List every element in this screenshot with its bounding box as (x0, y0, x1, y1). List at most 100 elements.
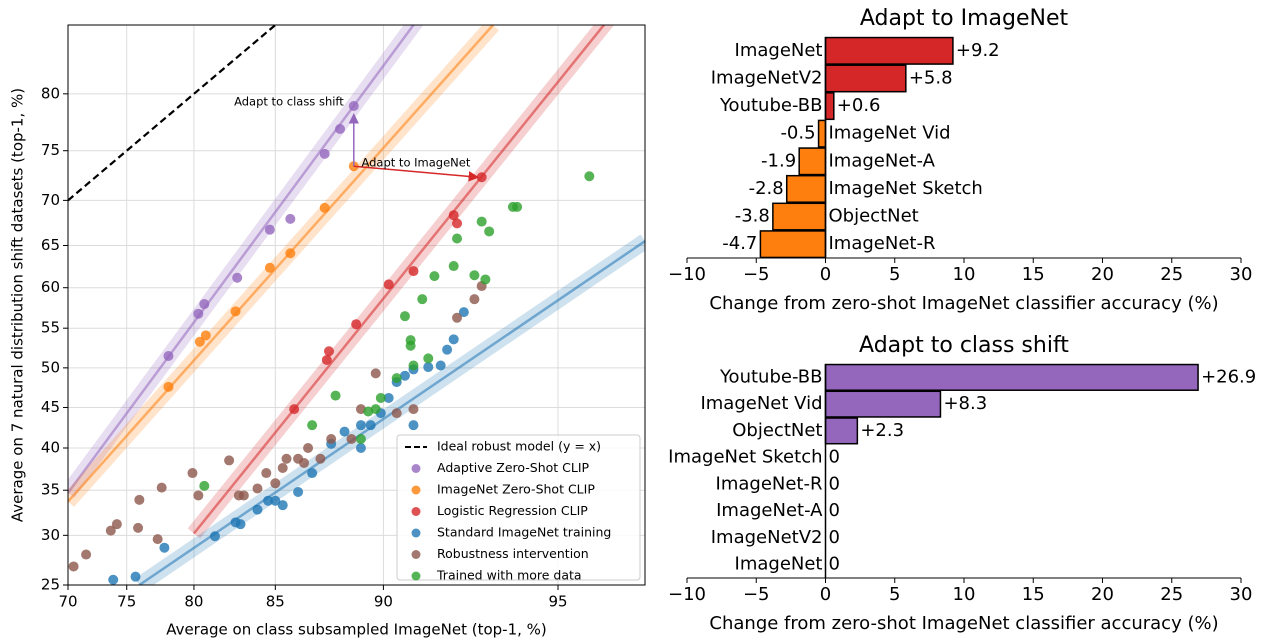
legend-label: Standard ImageNet training (437, 525, 611, 540)
category-label: ImageNet-R (716, 473, 823, 494)
point (264, 262, 275, 273)
x-tick-label: 70 (58, 593, 77, 611)
point (370, 368, 381, 379)
point (264, 224, 275, 235)
point (263, 495, 274, 506)
value-label: 0 (829, 447, 840, 468)
x-tick-label: 10 (953, 584, 976, 605)
bar (824, 363, 1199, 391)
value-label: +5.8 (909, 67, 953, 88)
bar (759, 230, 827, 259)
y-tick-label: 65 (41, 236, 60, 254)
x-axis-label: Change from zero-shot ImageNet classifie… (709, 293, 1218, 314)
value-label: +9.2 (956, 40, 1000, 61)
annotation-text: Adapt to class shift (234, 95, 344, 109)
x-tick-label: 90 (374, 593, 393, 611)
value-label: -2.8 (749, 178, 784, 199)
value-label: -3.8 (735, 206, 770, 227)
point (370, 404, 381, 415)
point (230, 306, 241, 317)
point (199, 299, 210, 310)
value-label: 0 (829, 554, 840, 575)
y-tick-label: 30 (41, 526, 60, 544)
point (230, 517, 241, 528)
point (307, 420, 318, 431)
point (81, 549, 92, 560)
x-tick-label: 75 (117, 593, 136, 611)
y-tick-label: 75 (41, 141, 60, 159)
point (159, 542, 170, 553)
x-tick-label: 80 (184, 593, 203, 611)
point (355, 433, 366, 444)
legend-marker (411, 485, 421, 495)
point (512, 201, 523, 212)
category-label: ImageNet-R (829, 233, 936, 254)
point (452, 312, 463, 323)
point (469, 294, 480, 305)
point (285, 248, 296, 259)
chart-title: Adapt to class shift (859, 333, 1069, 358)
point (187, 468, 198, 479)
annotation-arrow (353, 165, 480, 182)
bar (824, 92, 835, 121)
point (429, 271, 440, 282)
legend-marker (411, 550, 421, 559)
point (319, 148, 330, 159)
point (435, 360, 446, 371)
point (200, 330, 211, 341)
point (452, 218, 463, 229)
point (484, 226, 495, 237)
x-tick-label: 30 (1230, 584, 1253, 605)
category-label: ImageNet Vid (700, 393, 822, 414)
bar (824, 64, 907, 93)
x-tick-label: 0 (820, 264, 831, 285)
point (399, 311, 410, 322)
point (238, 490, 249, 501)
point (408, 266, 419, 277)
category-label: ObjectNet (829, 206, 919, 227)
point (346, 433, 357, 444)
x-tick-label: −10 (668, 264, 706, 285)
point (375, 392, 386, 403)
value-label: +26.9 (1201, 366, 1256, 387)
x-tick-label: 95 (548, 593, 567, 611)
x-tick-label: 25 (1160, 584, 1183, 605)
point (355, 420, 366, 431)
chart-title: Adapt to ImageNet (860, 6, 1069, 31)
point (193, 490, 204, 501)
axes-frame (67, 24, 646, 586)
ideal-line (68, 25, 277, 202)
category-label: ImageNet Sketch (829, 178, 983, 199)
category-label: ImageNetV2 (711, 67, 823, 88)
x-tick-label: 85 (266, 593, 285, 611)
point (408, 360, 419, 371)
point (261, 468, 272, 479)
bar (824, 36, 954, 65)
point (584, 171, 595, 182)
value-label: 0 (829, 473, 840, 494)
point (391, 373, 402, 384)
point (321, 354, 332, 365)
y-tick-label: 35 (41, 481, 60, 499)
point (68, 561, 79, 572)
x-axis-label: Change from zero-shot ImageNet classifie… (709, 613, 1218, 634)
point (330, 390, 341, 401)
point (315, 453, 326, 464)
x-tick-label: 15 (1022, 264, 1045, 285)
point (133, 522, 144, 533)
point (417, 294, 428, 305)
x-tick-label: 20 (1091, 584, 1114, 605)
point (111, 519, 122, 530)
category-label: ImageNet Sketch (668, 447, 822, 468)
value-label: 0 (829, 527, 840, 548)
x-tick-label: 5 (889, 264, 900, 285)
y-tick-label: 80 (41, 84, 60, 102)
category-label: ImageNetV2 (711, 527, 823, 548)
point (224, 455, 235, 466)
bar (824, 390, 942, 418)
point (199, 480, 210, 491)
point (277, 500, 288, 511)
point (277, 462, 288, 473)
y-tick-label: 55 (41, 319, 60, 337)
point (163, 350, 174, 361)
